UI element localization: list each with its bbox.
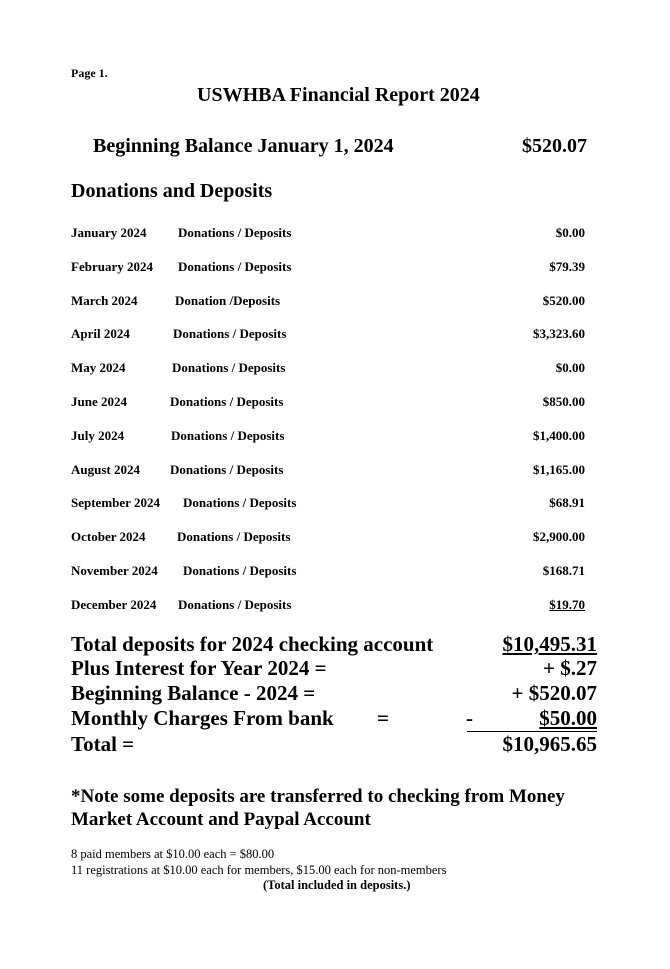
month-amount: $0.00 [555, 360, 585, 376]
note-line-2: Market Account and Paypal Account [71, 809, 371, 830]
beginning-balance-amount: $520.07 [522, 135, 587, 157]
beginning-balance-label: Beginning Balance January 1, 2024 [93, 135, 394, 157]
month-label: March 2024 [71, 292, 138, 308]
section-heading: Donations and Deposits [71, 180, 273, 202]
beginning-balance-2024-label: Beginning Balance - 2024 = [71, 681, 316, 705]
month-label: February 2024 [71, 258, 153, 274]
month-description: Donations / Deposits [170, 394, 284, 409]
month-description: Donations / Deposits [170, 461, 284, 477]
total-amount: $10,965.65 [502, 732, 598, 756]
registrations-footnote: 11 registrations at $10.00 each for memb… [71, 863, 447, 877]
month-label: April 2024 [71, 326, 130, 342]
month-amount: $2,900.00 [533, 529, 585, 545]
month-description: Donations / Deposits [177, 529, 291, 545]
interest-amount: + $.27 [543, 656, 597, 680]
month-amount: $3,323.60 [533, 326, 585, 342]
total-deposits-label: Total deposits for 2024 checking account [71, 632, 434, 656]
month-description: Donations / Deposits [183, 563, 297, 578]
month-description: Donations / Deposits [171, 427, 285, 443]
month-label: June 2024 [71, 394, 127, 409]
report-title: USWHBA Financial Report 2024 [197, 84, 480, 106]
month-label: October 2024 [71, 529, 146, 545]
month-amount: $79.39 [549, 258, 585, 274]
month-description: Donations / Deposits [172, 360, 286, 376]
month-description: Donations / Deposits [183, 495, 297, 511]
page-label: Page 1. [71, 66, 108, 80]
month-description: Donations / Deposits [178, 596, 292, 612]
members-footnote: 8 paid members at $10.00 each = $80.00 [71, 847, 275, 861]
monthly-charges-sign: - [466, 706, 473, 730]
month-label: November 2024 [71, 563, 158, 578]
month-amount: $520.00 [542, 292, 585, 308]
total-deposits-amount: $10,495.31 [502, 632, 598, 656]
month-description: Donations / Deposits [178, 225, 292, 240]
month-label: May 2024 [71, 360, 126, 376]
monthly-charges-label: Monthly Charges From bank [71, 706, 334, 730]
month-amount: $0.00 [555, 225, 585, 240]
month-amount: $850.00 [542, 394, 585, 409]
sum-divider [467, 731, 597, 732]
note-line-1: *Note some deposits are transferred to c… [71, 786, 565, 807]
monthly-charges-equals: = [377, 706, 389, 730]
included-footnote: (Total included in deposits.) [263, 878, 411, 892]
month-label: December 2024 [71, 596, 157, 612]
month-label: January 2024 [71, 225, 147, 240]
month-label: September 2024 [71, 495, 160, 511]
month-amount: $168.71 [542, 563, 585, 578]
month-label: August 2024 [71, 461, 140, 477]
interest-label: Plus Interest for Year 2024 = [71, 656, 327, 680]
month-label: July 2024 [71, 427, 125, 443]
month-amount: $1,400.00 [533, 427, 585, 443]
month-description: Donations / Deposits [178, 258, 292, 274]
monthly-charges-amount: $50.00 [539, 706, 597, 730]
beginning-balance-2024-amount: + $520.07 [511, 681, 597, 705]
month-amount: $68.91 [549, 495, 585, 511]
month-amount: $1,165.00 [533, 461, 585, 477]
month-description: Donation /Deposits [175, 292, 281, 308]
month-description: Donations / Deposits [173, 326, 287, 342]
month-amount: $19.70 [549, 596, 585, 612]
total-label: Total = [71, 732, 135, 756]
